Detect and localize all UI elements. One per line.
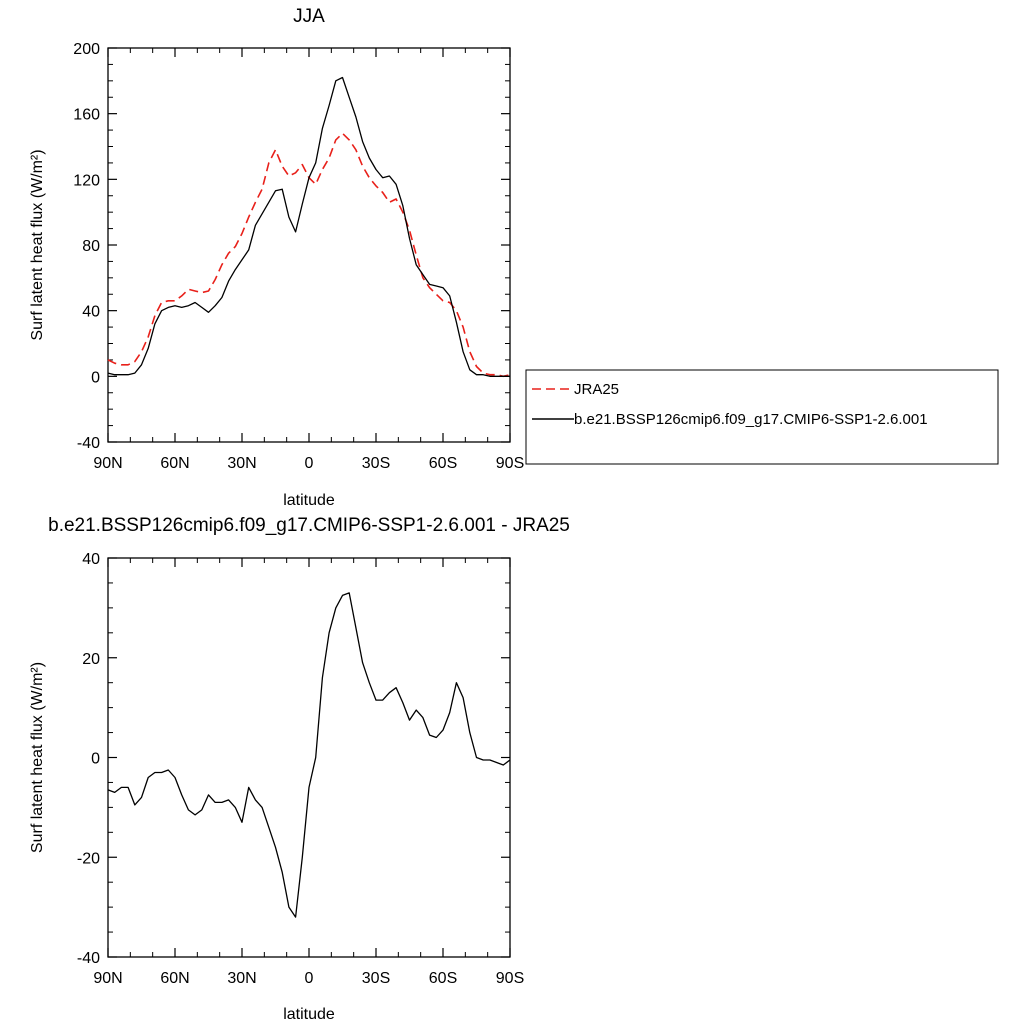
x-tick-label: 60S (429, 970, 457, 987)
x-tick-label: 30N (227, 455, 256, 472)
y-tick-label: 0 (91, 369, 100, 386)
y-tick-label: 20 (82, 651, 100, 668)
y-tick-label: -20 (77, 850, 100, 867)
legend: JRA25 b.e21.BSSP126cmip6.f09_g17.CMIP6-SS… (525, 369, 999, 465)
legend-label: b.e21.BSSP126cmip6.f09_g17.CMIP6-SSP1-2.… (574, 411, 928, 428)
y-tick-label: -40 (77, 435, 100, 452)
x-tick-label: 30N (227, 970, 256, 987)
y-tick-label: -40 (77, 950, 100, 967)
x-tick-label: 0 (305, 455, 314, 472)
plot-frame (107, 557, 511, 958)
x-tick-label: 60N (160, 455, 189, 472)
y-tick-label: 200 (73, 41, 100, 58)
x-tick-label: 90S (496, 455, 524, 472)
series-line-model (107, 76, 510, 377)
x-tick-label: 60S (429, 455, 457, 472)
series-line-difference (107, 592, 511, 918)
x-tick-label: 90S (496, 970, 524, 987)
x-tick-label: 30S (362, 970, 390, 987)
legend-box (525, 369, 999, 465)
chart-title: b.e21.BSSP126cmip6.f09_g17.CMIP6-SSP1-2.… (48, 515, 570, 536)
chart-panel-1: JJA -40 0 40 80 120 160 200 90N 60N 30N 0 30S 60S 90S l… (29, 6, 999, 509)
chart-panel-2: b.e21.BSSP126cmip6.f09_g17.CMIP6-SSP1-2.… (29, 515, 570, 1023)
y-tick-label: 120 (73, 172, 100, 189)
x-axis-label: latitude (283, 1006, 335, 1023)
legend-label: JRA25 (574, 381, 619, 398)
x-tick-label: 90N (93, 970, 122, 987)
x-tick-label: 30S (362, 455, 390, 472)
y-axis-label: Surf latent heat flux (W/m²) (29, 662, 46, 853)
y-tick-label: 80 (82, 238, 100, 255)
y-tick-label: 40 (82, 551, 100, 568)
series-line-jra25 (107, 132, 511, 378)
x-tick-label: 60N (160, 970, 189, 987)
x-tick-label: 90N (93, 455, 122, 472)
y-tick-label: 160 (73, 107, 100, 124)
plot-frame (107, 47, 511, 443)
chart-title: JJA (293, 6, 325, 27)
x-axis-label: latitude (283, 492, 335, 509)
x-tick-label: 0 (305, 970, 314, 987)
y-axis-label: Surf latent heat flux (W/m²) (29, 149, 46, 340)
y-tick-label: 40 (82, 304, 100, 321)
y-tick-label: 0 (91, 751, 100, 768)
